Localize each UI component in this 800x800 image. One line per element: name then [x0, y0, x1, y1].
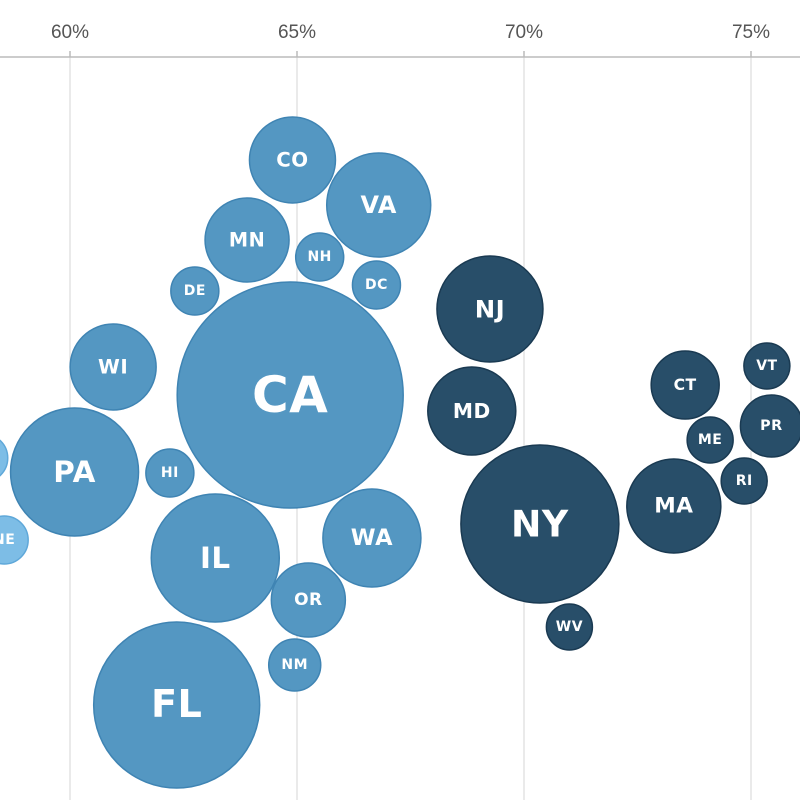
bubble-circle[interactable] [325, 152, 432, 258]
bubble-circle[interactable] [322, 488, 422, 588]
bubble-circle[interactable] [294, 232, 345, 282]
bubble-circle[interactable] [145, 448, 195, 498]
bubble-label: WA [351, 525, 393, 551]
x-tick-label: 70% [505, 22, 543, 43]
bubble-circle[interactable] [248, 116, 337, 204]
bubble-ri[interactable]: RI [720, 457, 768, 505]
bubble-label: OR [294, 590, 323, 610]
bubble-label: VT [756, 358, 777, 374]
bubble-label: NY [511, 503, 569, 546]
bubble-label: CT [674, 376, 697, 394]
bubble-circle[interactable] [351, 260, 402, 310]
bubble-label: DE [184, 283, 206, 299]
bubble-circle[interactable] [743, 342, 791, 390]
bubble-pa[interactable]: PA [9, 407, 140, 537]
bubble-label: NM [281, 657, 308, 673]
bubble-label: PA [53, 455, 96, 489]
bubble-label: NJ [475, 295, 506, 324]
bubble-label: DC [365, 277, 388, 293]
bubble-dc[interactable]: DC [351, 260, 402, 310]
x-tick-label: 75% [732, 22, 770, 43]
bubble-circle[interactable] [69, 323, 157, 411]
bubble-label: CA [252, 366, 328, 424]
bubble-nm[interactable]: NM [267, 638, 322, 692]
bubble-circle[interactable] [739, 394, 800, 458]
bubble-circle[interactable] [204, 197, 290, 283]
bubble-circle[interactable] [460, 444, 620, 604]
bubble-hi[interactable]: HI [145, 448, 195, 498]
bubble-il[interactable]: IL [150, 493, 281, 623]
bubble-fl[interactable]: FL [92, 621, 261, 789]
bubble-circle[interactable] [92, 621, 261, 789]
bubble-ca[interactable]: CA [176, 281, 404, 509]
bubble-ne[interactable]: NE [0, 515, 29, 565]
x-tick-label: 65% [278, 22, 316, 43]
bubble-circle[interactable] [0, 515, 29, 565]
bubble-label: NH [307, 249, 331, 265]
bubble-circle[interactable] [267, 638, 322, 692]
bubble-circle[interactable] [9, 407, 140, 537]
bubble-md[interactable]: MD [427, 366, 517, 456]
bubble-label: NE [0, 532, 15, 548]
bubble-label: VA [361, 191, 397, 219]
bubble-co[interactable]: CO [248, 116, 337, 204]
bubble-circle[interactable] [720, 457, 768, 505]
bubble-wa[interactable]: WA [322, 488, 422, 588]
bubble-ny[interactable]: NY [460, 444, 620, 604]
x-tick-label: 60% [51, 22, 89, 43]
bubble-vt[interactable]: VT [743, 342, 791, 390]
bubble-nj[interactable]: NJ [436, 255, 544, 363]
bubble-label: WI [98, 356, 128, 379]
bubble-wv[interactable]: WV [545, 603, 594, 651]
bubble-ct[interactable]: CT [650, 350, 720, 420]
bubble-label: HI [161, 465, 179, 481]
bubble-circle[interactable] [436, 255, 544, 363]
bubble-pr[interactable]: PR [739, 394, 800, 458]
bubble-label: RI [736, 473, 753, 489]
bubble-mn[interactable]: MN [204, 197, 290, 283]
bubble-circle[interactable] [686, 416, 734, 464]
x-axis: 60% 65% 70% 75% [0, 22, 800, 58]
bubble-nh[interactable]: NH [294, 232, 345, 282]
bubble-circle[interactable] [150, 493, 281, 623]
bubble-circle[interactable] [0, 434, 9, 482]
bubble-label: IL [200, 541, 231, 575]
bubble-unlabeled[interactable] [0, 434, 9, 482]
bubble-circle[interactable] [650, 350, 720, 420]
bubble-label: WV [556, 619, 583, 635]
bubble-de[interactable]: DE [170, 266, 220, 316]
bubble-label: MD [453, 399, 491, 423]
bubble-label: MN [229, 229, 265, 252]
bubble-circle[interactable] [170, 266, 220, 316]
bubble-circle[interactable] [545, 603, 594, 651]
bubble-circle[interactable] [427, 366, 517, 456]
bubbles: CA FL IL PA VA WA CO MN WI OR NM NH DC DE HI NE NY NJ MD MA… [0, 116, 800, 789]
bubble-or[interactable]: OR [270, 562, 347, 638]
bubble-label: PR [760, 418, 783, 434]
bubble-wi[interactable]: WI [69, 323, 157, 411]
bubble-ma[interactable]: MA [626, 458, 722, 554]
bubble-label: CO [276, 149, 308, 172]
bubble-va[interactable]: VA [325, 152, 432, 258]
bubble-label: MA [654, 494, 693, 519]
bubble-circle[interactable] [270, 562, 347, 638]
bubble-circle[interactable] [176, 281, 404, 509]
bubble-me[interactable]: ME [686, 416, 734, 464]
bubble-label: FL [151, 683, 202, 727]
bubble-label: ME [698, 432, 723, 448]
bubble-circle[interactable] [626, 458, 722, 554]
